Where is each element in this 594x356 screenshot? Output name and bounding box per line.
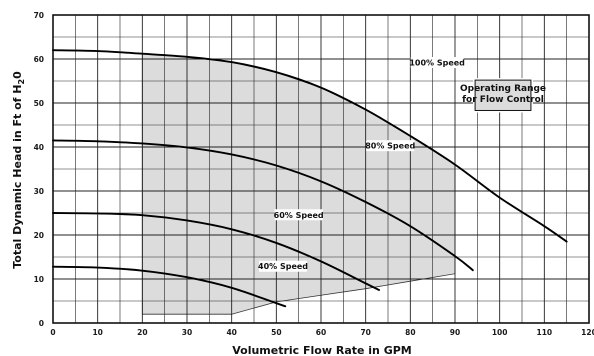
operating-range-box	[474, 79, 532, 111]
curve-label-group: 100% Speed	[409, 57, 465, 69]
curve-label: 80% Speed	[365, 142, 415, 151]
operating-range-label-line1: Operating Range	[460, 84, 546, 94]
x-tick-label: 20	[137, 328, 147, 337]
curve-label-background	[410, 57, 464, 69]
x-tick-label: 60	[316, 328, 326, 337]
curve-label-background	[258, 260, 308, 272]
y-tick-label: 70	[34, 11, 44, 20]
curve-label-background	[274, 209, 323, 221]
speed-curve-3	[52, 212, 381, 291]
y-tick-label: 40	[34, 143, 44, 152]
x-tick-label: 110	[537, 328, 553, 337]
y-axis-label-subscript: 2	[17, 79, 26, 85]
y-tick-label: 20	[34, 231, 44, 240]
y-tick-label: 30	[34, 187, 44, 196]
y-axis-label-tail: 0	[11, 71, 24, 79]
speed-curve-2	[52, 139, 474, 272]
x-tick-label: 100	[492, 328, 508, 337]
speed-curve-4	[52, 265, 287, 308]
x-tick-label: 10	[92, 328, 102, 337]
x-tick-label: 120	[581, 328, 594, 337]
y-tick-label: 60	[34, 55, 44, 64]
curve-label: 60% Speed	[274, 211, 324, 220]
curve-label-group: 80% Speed	[365, 140, 416, 152]
curve-label: 100% Speed	[409, 59, 465, 68]
x-tick-label: 0	[50, 328, 55, 337]
y-tick-label: 50	[34, 99, 44, 108]
x-tick-label: 80	[405, 328, 415, 337]
y-axis-label-main: Total Dynamic Head in Ft of H	[11, 85, 24, 269]
x-tick-label: 70	[360, 328, 370, 337]
x-tick-label: 90	[450, 328, 460, 337]
curve-label-group: 60% Speed	[274, 209, 324, 221]
x-tick-label: 30	[182, 328, 192, 337]
x-tick-label: 50	[271, 328, 281, 337]
curve-labels-layer: 100% Speed 80% Speed 60% Speed 40% Speed	[258, 57, 465, 272]
speed-curves-layer	[52, 49, 568, 308]
grid-layer	[53, 15, 589, 323]
y-tick-label: 0	[39, 319, 44, 328]
curve-label: 40% Speed	[258, 262, 308, 271]
speed-curve-1	[52, 49, 568, 243]
curve-label-group: 40% Speed	[258, 260, 308, 272]
curve-label-background	[366, 140, 415, 152]
x-axis-label: Volumetric Flow Rate in GPM	[232, 344, 412, 356]
x-tick-label: 40	[226, 328, 236, 337]
y-axis-label: Total Dynamic Head in Ft of H20	[11, 71, 26, 269]
plot-frame	[52, 14, 590, 324]
plot-frame-layer	[52, 14, 590, 324]
y-tick-label: 10	[34, 275, 44, 284]
operating-range-label-line2: for Flow Control	[462, 95, 544, 105]
tick-labels-layer: 0 10 20 30 40 50 60 70 80 90 100 110 120 0 10 20 30 40 50 6…	[34, 11, 594, 337]
